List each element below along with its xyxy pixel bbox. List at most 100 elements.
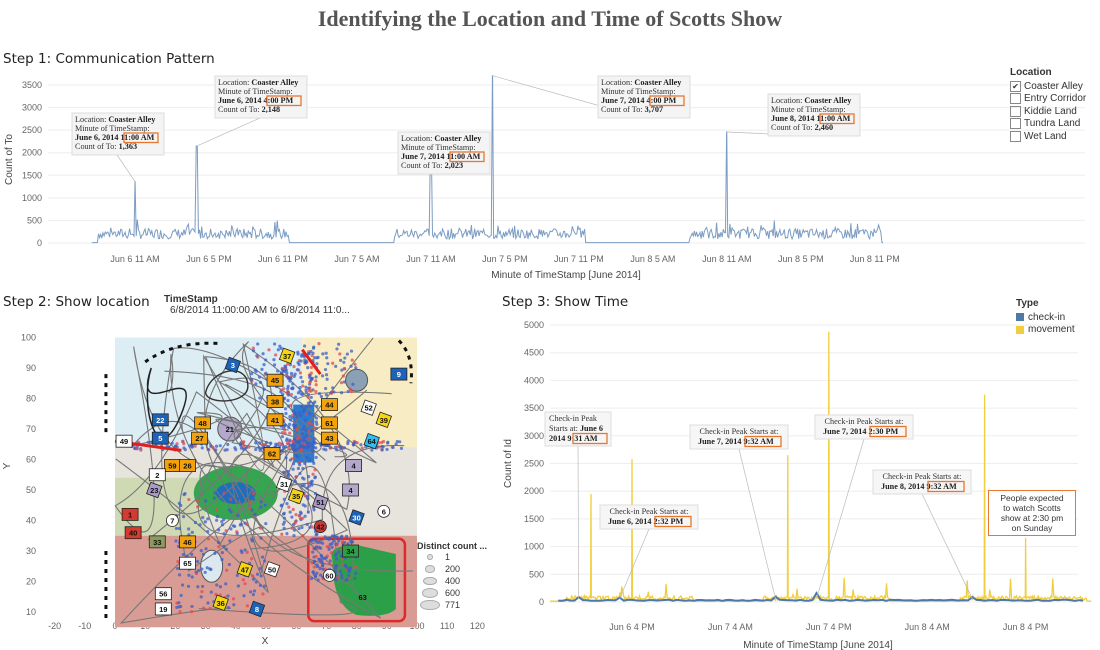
visitor-point bbox=[262, 584, 267, 588]
visitor-point bbox=[327, 547, 331, 551]
visitor-point bbox=[200, 446, 204, 450]
tooltip-date: June 6, 2014 11:00 AM bbox=[75, 133, 155, 142]
location-filter-label: Kiddie Land bbox=[1024, 105, 1077, 117]
visitor-point bbox=[274, 353, 278, 357]
ride-marker: 62 bbox=[263, 446, 281, 460]
visitor-point bbox=[245, 522, 249, 526]
visitor-point bbox=[193, 520, 198, 525]
check-in-peak-annotation: Check-in Peak Starts at:June 7, 2014 2:3… bbox=[814, 414, 914, 599]
visitor-point bbox=[285, 437, 289, 441]
visitor-point bbox=[294, 453, 298, 458]
visitor-point bbox=[346, 573, 351, 578]
ride-marker: 49 bbox=[115, 434, 133, 448]
visitor-point bbox=[245, 604, 250, 608]
wet-land-lake bbox=[331, 544, 396, 616]
visitor-point bbox=[339, 391, 344, 395]
visitor-point bbox=[251, 346, 255, 350]
visitor-point bbox=[331, 361, 335, 365]
visitor-point bbox=[309, 349, 313, 354]
visitor-point bbox=[321, 352, 325, 356]
visitor-point bbox=[222, 532, 226, 536]
ride-shape bbox=[248, 600, 266, 618]
visitor-point bbox=[196, 585, 200, 589]
ride-shape bbox=[179, 535, 196, 549]
visitor-point bbox=[242, 440, 246, 444]
visitor-point bbox=[247, 507, 252, 511]
type-legend-item[interactable]: movement bbox=[1016, 324, 1075, 337]
location-filter-item[interactable]: Tundra Land bbox=[1010, 118, 1086, 131]
tooltip-box bbox=[71, 112, 165, 156]
checkbox[interactable]: ✔ bbox=[1010, 80, 1021, 92]
visitor-point bbox=[314, 379, 318, 383]
location-filter-item[interactable]: ✔ Coaster Alley bbox=[1010, 80, 1086, 93]
location-filter-item[interactable]: Wet Land bbox=[1010, 130, 1086, 143]
tooltip-location-value: Coaster Alley bbox=[804, 96, 852, 105]
note-line: to watch Scotts bbox=[1003, 503, 1061, 513]
y-tick-label: 4500 bbox=[524, 348, 544, 358]
visitor-point bbox=[288, 438, 292, 442]
checkbox[interactable] bbox=[1010, 105, 1021, 117]
visitor-point bbox=[359, 443, 363, 447]
visitor-point bbox=[348, 569, 352, 573]
visitor-point bbox=[258, 583, 262, 588]
visitor-point bbox=[286, 398, 290, 403]
time-highlight bbox=[819, 113, 855, 125]
visitor-point bbox=[211, 445, 215, 450]
visitor-point bbox=[313, 414, 317, 418]
ride-shape bbox=[375, 411, 392, 429]
visitor-point bbox=[206, 447, 210, 452]
visitor-point bbox=[181, 515, 186, 519]
visitor-point bbox=[313, 575, 318, 579]
timestamp-filter[interactable]: TimeStamp 6/8/2014 11:00:00 AM to 6/8/20… bbox=[164, 294, 350, 316]
visitor-point bbox=[310, 422, 314, 426]
checkbox[interactable] bbox=[1010, 118, 1021, 130]
visitor-point bbox=[229, 497, 233, 501]
x-tick-label: Jun 7 4 AM bbox=[708, 622, 753, 632]
time-highlight bbox=[869, 425, 907, 438]
tooltip-count: Count of To: 1,363 bbox=[75, 142, 137, 151]
location-filter-item[interactable]: Entry Corridor bbox=[1010, 93, 1086, 106]
x-tick-label: Jun 6 11 AM bbox=[110, 254, 159, 264]
tooltip-date: June 8, 2014 11:00 AM bbox=[771, 114, 851, 123]
visitor-point bbox=[257, 446, 261, 450]
visitor-point bbox=[297, 526, 301, 531]
checkbox[interactable] bbox=[1010, 130, 1021, 142]
checkbox[interactable] bbox=[1010, 93, 1021, 105]
visitor-point bbox=[247, 445, 251, 449]
location-filter-item[interactable]: Kiddie Land bbox=[1010, 105, 1086, 118]
ride-marker: 61 bbox=[321, 416, 338, 430]
annotation-date: June 6, 2014 2:32 PM bbox=[608, 517, 684, 526]
visitor-point bbox=[312, 426, 316, 430]
x-axis-label: Minute of TimeStamp [June 2014] bbox=[743, 640, 893, 650]
visitor-point bbox=[337, 539, 341, 543]
visitor-point bbox=[225, 568, 229, 572]
visitor-point bbox=[300, 432, 304, 436]
step3-title: Step 3: Show Time bbox=[502, 294, 629, 310]
visitor-point bbox=[279, 449, 283, 453]
visitor-point bbox=[349, 364, 353, 368]
visitor-point bbox=[308, 373, 312, 378]
coaster-track bbox=[146, 367, 187, 439]
y-tick-label: 1000 bbox=[524, 542, 544, 552]
visitor-point bbox=[360, 446, 364, 450]
visitor-point bbox=[320, 557, 325, 561]
visitor-point bbox=[218, 444, 222, 448]
visitor-point bbox=[256, 342, 260, 346]
visitor-point bbox=[201, 515, 205, 520]
visitor-point bbox=[146, 440, 150, 444]
visitor-point bbox=[195, 505, 200, 509]
visitor-point bbox=[299, 445, 303, 449]
visitor-point bbox=[222, 544, 226, 549]
visitor-point bbox=[317, 545, 321, 549]
visitor-point bbox=[309, 576, 314, 581]
visitor-point bbox=[258, 448, 262, 452]
ride-shape bbox=[151, 413, 169, 427]
visitor-point bbox=[181, 439, 185, 443]
visitor-point bbox=[252, 349, 256, 353]
ride-label: 27 bbox=[195, 434, 203, 443]
visitor-point bbox=[306, 441, 310, 445]
visitor-point bbox=[304, 360, 308, 365]
type-legend-item[interactable]: check-in bbox=[1016, 311, 1075, 324]
visitor-point bbox=[304, 405, 308, 409]
ride-shape bbox=[266, 373, 284, 387]
